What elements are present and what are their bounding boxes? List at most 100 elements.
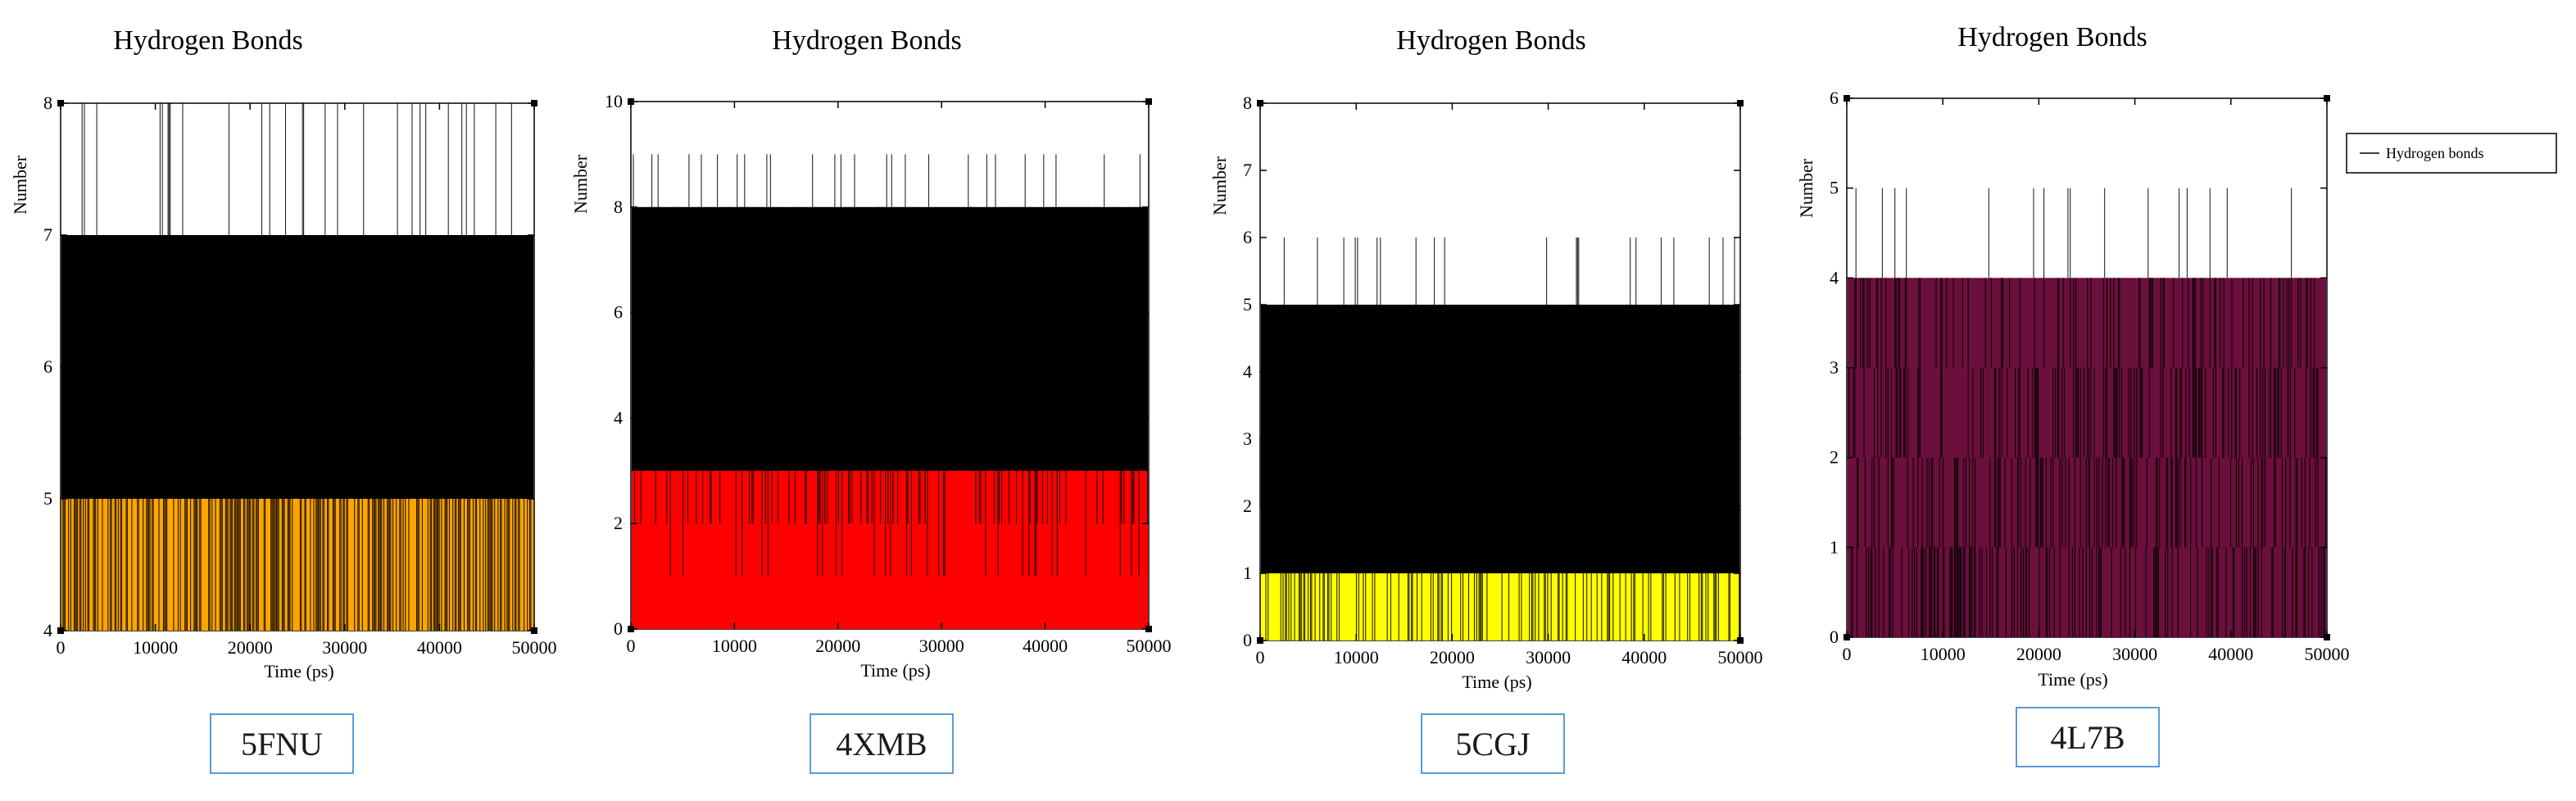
chart-title: Hydrogen Bonds — [772, 25, 961, 56]
corner-marker — [2324, 95, 2330, 102]
pdb-id-5fnu: 5FNU — [210, 713, 354, 774]
corner-marker — [1145, 98, 1152, 105]
chart-plot-area: 0 2 4 6 8 10 0 10000 20000 30000 40000 50000 — [605, 91, 1172, 656]
y-tick-label: 1 — [1830, 536, 1839, 557]
pdb-id-label: 4XMB — [836, 725, 927, 763]
y-tick-label: 10 — [605, 91, 623, 111]
corner-marker — [1737, 100, 1744, 106]
series-line — [630, 154, 1150, 577]
chart-title: Hydrogen Bonds — [1957, 22, 2147, 52]
corner-marker — [1844, 95, 1850, 102]
chart-title: Hydrogen Bonds — [113, 25, 302, 56]
corner-marker — [1145, 626, 1152, 632]
x-tick-label: 0 — [1256, 647, 1265, 668]
y-tick-label: 0 — [614, 618, 623, 639]
y-tick-label: 2 — [1830, 447, 1839, 468]
x-tick-label: 20000 — [1430, 647, 1475, 668]
x-tick-label: 50000 — [512, 637, 557, 658]
x-tick-label: 30000 — [1526, 647, 1571, 668]
y-tick-label: 6 — [43, 356, 52, 377]
chart-panel-5fnu: Hydrogen Bonds 4 5 6 7 8 0 10000 20000 30000 4000… — [10, 25, 557, 681]
x-tick-label: 20000 — [228, 637, 273, 658]
y-tick-label: 8 — [614, 197, 623, 217]
y-tick-label: 1 — [1243, 563, 1252, 583]
x-tick-label: 0 — [627, 636, 636, 656]
y-tick-label: 5 — [43, 488, 52, 509]
x-tick-label: 50000 — [1127, 636, 1172, 656]
legend-box — [2346, 133, 2557, 174]
y-tick-label: 8 — [43, 93, 52, 113]
y-tick-label: 2 — [1243, 496, 1252, 516]
y-tick-label: 8 — [1243, 93, 1252, 113]
corner-marker — [57, 100, 64, 106]
x-axis-label: Time (ps) — [1462, 672, 1531, 692]
x-tick-label: 20000 — [2016, 644, 2061, 664]
y-tick-label: 4 — [1243, 361, 1252, 382]
x-tick-label: 10000 — [712, 636, 757, 656]
y-tick-label: 3 — [1243, 428, 1252, 449]
x-tick-label: 50000 — [1718, 647, 1763, 668]
y-tick-label: 7 — [1243, 160, 1252, 180]
chart-legend: Hydrogen bonds — [2346, 133, 2557, 174]
chart-plot-area: 0 1 2 3 4 5 6 7 8 0 10000 20000 30000 40000 50000 — [1243, 93, 1763, 668]
corner-marker — [1257, 637, 1263, 644]
y-tick-label: 6 — [614, 302, 623, 323]
chart-plot-area: 4 5 6 7 8 0 10000 20000 30000 40000 50000 — [43, 93, 557, 658]
pdb-id-4xmb: 4XMB — [810, 713, 954, 774]
x-axis-label: Time (ps) — [860, 660, 930, 681]
chart-plot-area: 0 1 2 3 4 5 6 0 10000 20000 30000 40000 50000 — [1830, 88, 2350, 664]
pdb-id-label: 4L7B — [2050, 718, 2125, 756]
corner-marker — [57, 627, 64, 634]
y-tick-label: 7 — [43, 224, 52, 245]
chart-panel-4xmb: Hydrogen Bonds 0 2 4 6 8 10 0 10000 20000 30000 40… — [570, 25, 1172, 681]
y-tick-label: 0 — [1243, 630, 1252, 650]
chart-panel-5cgj: Hydrogen Bonds 0 1 2 3 4 5 6 7 8 0 10000 20000 30000… — [1209, 25, 1763, 692]
y-axis-label: Number — [1796, 158, 1816, 218]
x-axis-label: Time (ps) — [264, 661, 333, 681]
y-tick-label: 6 — [1830, 88, 1839, 108]
y-tick-label: 4 — [43, 620, 52, 640]
x-tick-label: 10000 — [1334, 647, 1379, 668]
corner-marker — [1737, 637, 1744, 644]
y-axis-label: Number — [570, 154, 591, 214]
chart-panel-4l7b: Hydrogen Bonds 0 1 2 3 4 5 6 0 10000 20000 30000 40… — [1796, 22, 2557, 690]
pdb-id-5cgj: 5CGJ — [1421, 713, 1565, 774]
chart-title: Hydrogen Bonds — [1396, 25, 1585, 56]
corner-marker — [1844, 634, 1850, 640]
x-axis-label: Time (ps) — [2038, 669, 2107, 690]
y-axis-label: Number — [10, 155, 30, 215]
y-tick-label: 0 — [1830, 627, 1839, 647]
corner-marker — [628, 98, 634, 105]
x-tick-label: 30000 — [919, 636, 964, 656]
corner-marker — [628, 626, 634, 632]
y-tick-label: 6 — [1243, 227, 1252, 247]
x-tick-label: 40000 — [2208, 644, 2253, 664]
corner-marker — [531, 100, 537, 106]
legend-label: Hydrogen bonds — [2386, 145, 2484, 161]
pdb-id-label: 5CGJ — [1455, 725, 1531, 763]
pdb-id-4l7b: 4L7B — [2016, 707, 2160, 767]
y-tick-label: 5 — [1830, 178, 1839, 198]
x-tick-label: 40000 — [1023, 636, 1068, 656]
x-tick-label: 30000 — [2112, 644, 2157, 664]
y-tick-label: 5 — [1243, 294, 1252, 315]
y-tick-label: 2 — [614, 513, 623, 533]
x-tick-label: 40000 — [417, 637, 462, 658]
y-tick-label: 4 — [614, 407, 623, 428]
y-tick-label: 4 — [1830, 267, 1839, 287]
x-tick-label: 10000 — [1921, 644, 1966, 664]
corner-marker — [2324, 634, 2330, 640]
pdb-id-label: 5FNU — [240, 725, 324, 763]
y-tick-label: 3 — [1830, 357, 1839, 378]
x-tick-label: 0 — [57, 637, 66, 658]
x-tick-label: 0 — [1843, 644, 1852, 664]
corner-marker — [1257, 100, 1263, 106]
x-tick-label: 30000 — [322, 637, 367, 658]
x-tick-label: 50000 — [2305, 644, 2350, 664]
x-tick-label: 10000 — [133, 637, 178, 658]
y-axis-label: Number — [1209, 156, 1230, 215]
x-tick-label: 20000 — [815, 636, 860, 656]
corner-marker — [531, 627, 537, 634]
x-tick-label: 40000 — [1621, 647, 1667, 668]
